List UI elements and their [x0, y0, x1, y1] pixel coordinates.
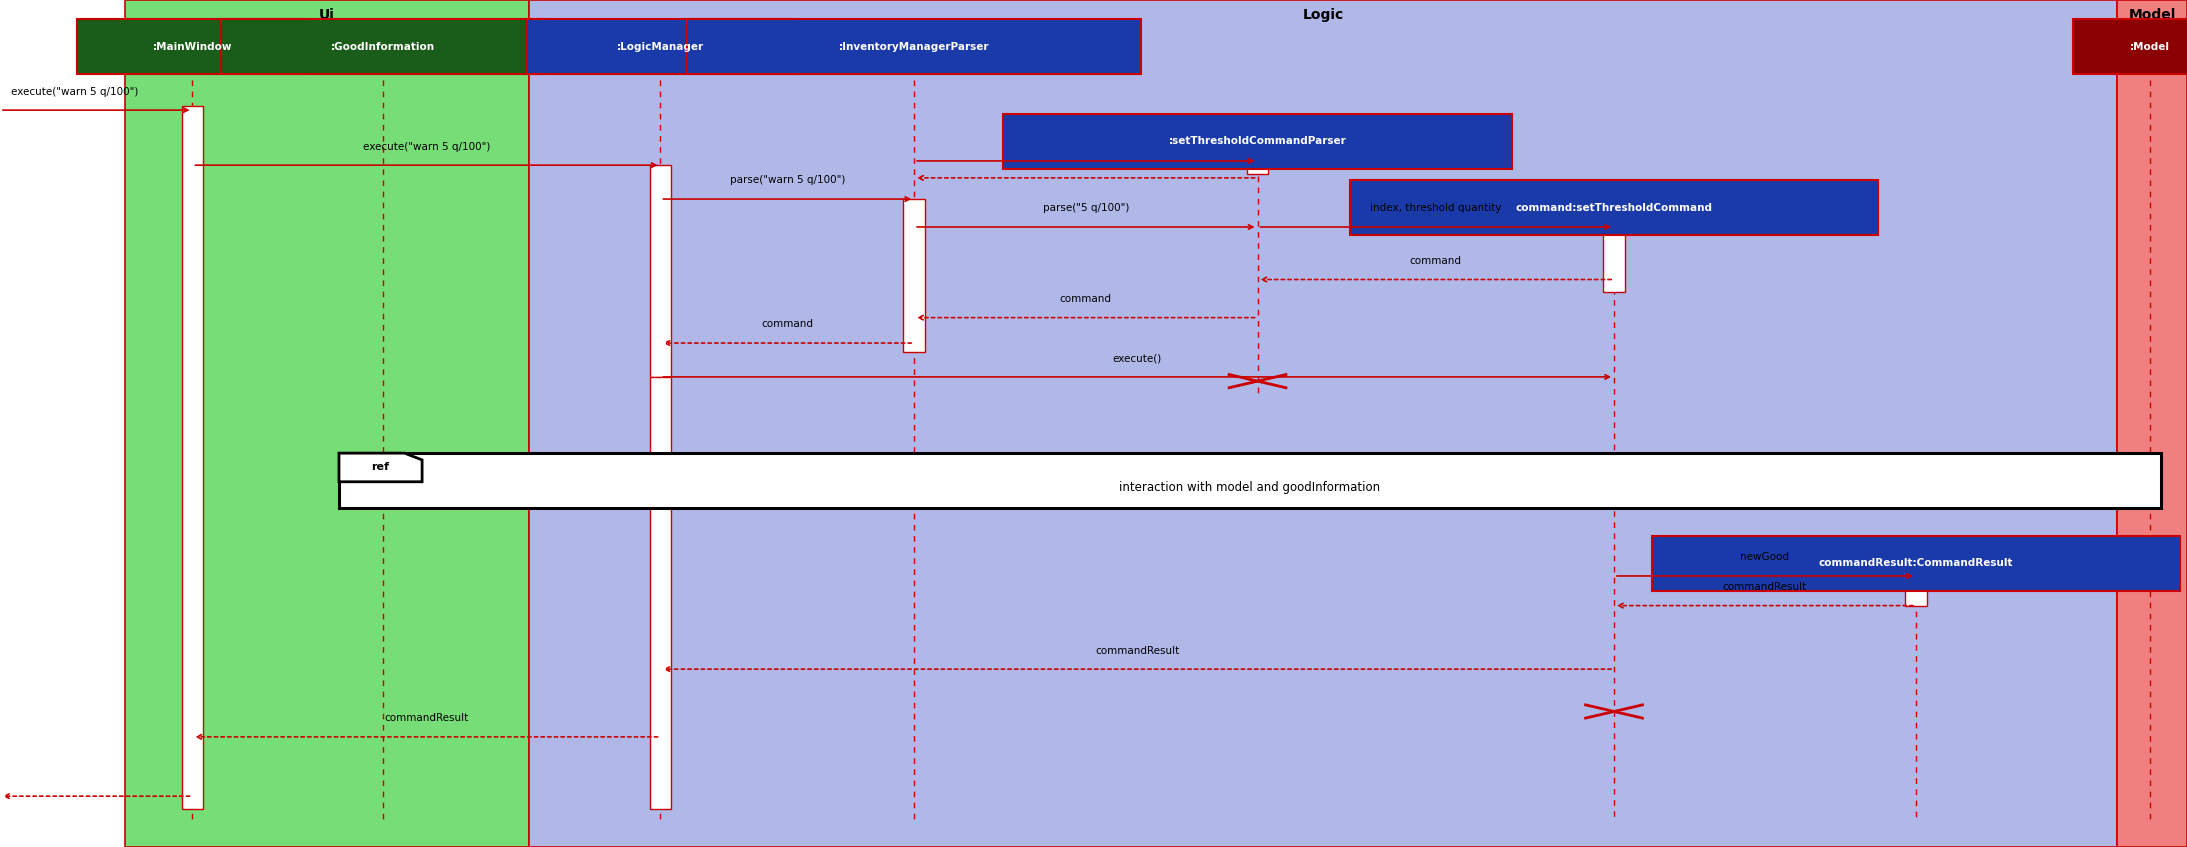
Text: commandResult: commandResult [385, 713, 468, 723]
Text: parse("5 q/100"): parse("5 q/100") [1043, 203, 1128, 213]
Bar [650, 377, 671, 809]
Text: execute(): execute() [1113, 353, 1161, 363]
FancyBboxPatch shape [221, 19, 545, 75]
Text: interaction with model and goodInformation: interaction with model and goodInformati… [1120, 481, 1380, 494]
Text: Logic: Logic [1303, 8, 1343, 22]
FancyBboxPatch shape [1002, 113, 1513, 169]
Text: :InventoryManagerParser: :InventoryManagerParser [840, 42, 989, 52]
Bar [125, 0, 529, 847]
FancyBboxPatch shape [1651, 535, 2180, 591]
Text: Model: Model [2128, 8, 2176, 22]
Text: execute("warn 5 q/100"): execute("warn 5 q/100") [363, 141, 490, 152]
Bar [1905, 580, 1927, 606]
Text: commandResult:CommandResult: commandResult:CommandResult [1820, 558, 2012, 568]
Text: commandResult: commandResult [1723, 582, 1806, 592]
Text: parse("warn 5 q/100"): parse("warn 5 q/100") [730, 175, 844, 185]
Bar [650, 165, 671, 377]
Text: :Model: :Model [2130, 42, 2170, 52]
Text: :LogicManager: :LogicManager [617, 42, 704, 52]
Text: commandResult: commandResult [1096, 645, 1179, 656]
Text: index, threshold quantity: index, threshold quantity [1369, 203, 1502, 213]
Bar [339, 453, 2161, 508]
Bar [903, 199, 925, 352]
Text: execute("warn 5 q/100"): execute("warn 5 q/100") [11, 86, 138, 97]
FancyBboxPatch shape [687, 19, 1142, 75]
Bar [1603, 224, 1625, 292]
FancyBboxPatch shape [1349, 180, 1879, 235]
Text: command: command [1061, 294, 1111, 304]
Bar [529, 0, 2117, 847]
Text: command:setThresholdCommand: command:setThresholdCommand [1516, 202, 1712, 213]
Text: command: command [761, 319, 814, 329]
FancyBboxPatch shape [2073, 19, 2187, 75]
Bar [1247, 157, 1268, 174]
FancyBboxPatch shape [527, 19, 794, 75]
Text: newGood: newGood [1741, 552, 1789, 562]
Text: Ui: Ui [319, 8, 335, 22]
Text: :MainWindow: :MainWindow [153, 42, 232, 52]
Text: ref: ref [372, 462, 389, 473]
Polygon shape [339, 453, 422, 482]
Bar [2117, 0, 2187, 847]
FancyBboxPatch shape [77, 19, 308, 75]
Text: :GoodInformation: :GoodInformation [330, 42, 435, 52]
Bar [182, 106, 203, 809]
Text: :setThresholdCommandParser: :setThresholdCommandParser [1168, 136, 1347, 147]
Text: command: command [1411, 256, 1461, 266]
